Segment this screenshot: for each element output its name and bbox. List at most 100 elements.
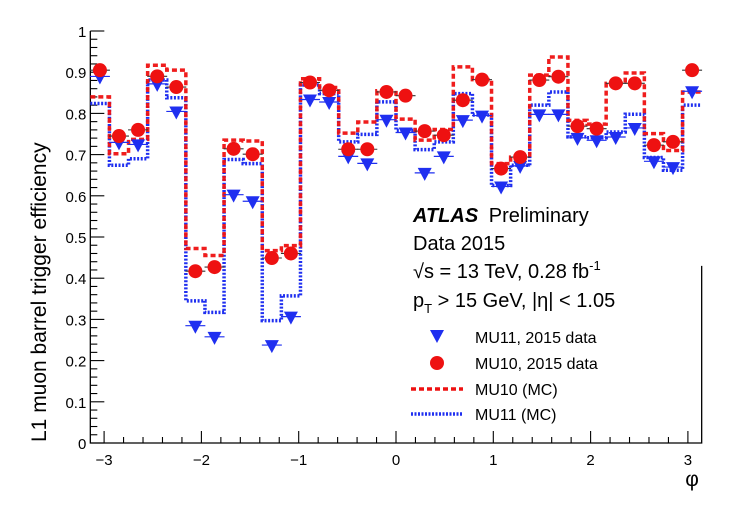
x-tick-label: 0 [392, 452, 400, 469]
mu11-data-point [608, 132, 623, 146]
mu11-data-point [302, 94, 317, 108]
mu10-data-point [341, 142, 356, 157]
mu11-data-point [532, 109, 547, 123]
mu10-data-point [608, 76, 623, 91]
mu11-data-point [417, 167, 432, 181]
mu11-data-point [188, 320, 203, 334]
legend-label-mu10-mc: MU10 (MC) [475, 382, 558, 399]
cut-text: > 15 GeV, |η| < 1.05 [432, 290, 615, 312]
mu10-data-point [398, 88, 413, 103]
mc-histograms [90, 55, 702, 323]
y-tick-label: 0.9 [65, 65, 86, 82]
y-tick-label: 0.1 [65, 395, 86, 412]
y-axis-title: L1 muon barrel trigger efficiency [28, 142, 51, 442]
mu10-data-point [283, 246, 298, 261]
svg-text:ATLAS Preliminary: ATLAS Preliminary [412, 205, 589, 227]
mu11-data-point [245, 196, 260, 210]
mu10-data-point [646, 138, 661, 153]
mu10-data-point [302, 75, 317, 90]
mu11-data-point [264, 340, 279, 354]
mu11-data-point [666, 162, 681, 176]
mu10-data-point [188, 264, 203, 279]
mu10-data-point [264, 251, 279, 266]
x-axis-title: φ [685, 468, 699, 491]
mu10-data-point [245, 147, 260, 162]
y-tick-label: 0.6 [65, 189, 86, 206]
mu11-data-point [436, 151, 451, 165]
x-tick-label: −1 [290, 452, 307, 469]
experiment-label: ATLAS [412, 205, 479, 227]
mu10-data-point [322, 83, 337, 98]
pt-subscript: T [424, 301, 432, 316]
mu10-data-point [207, 260, 222, 275]
mu11-data-point [379, 114, 394, 128]
mu10-data-point [417, 124, 432, 139]
mu10-data-point [111, 129, 126, 144]
mu11-data-point [283, 311, 298, 325]
mu11-data-point [360, 158, 375, 172]
y-tick-label: 0.5 [65, 230, 86, 247]
dataset-label: Data 2015 [413, 233, 505, 255]
mu10-data-point [92, 63, 107, 78]
y-tick-label: 0.4 [65, 271, 86, 288]
x-tick-label: 3 [684, 452, 692, 469]
mu10-data-point [226, 141, 241, 156]
mu11-mc-histogram [90, 78, 702, 323]
mu10-data-point [360, 142, 375, 157]
legend-marker-circle [430, 356, 444, 370]
mu10-data-point [589, 121, 604, 136]
energy-lumi-text: √s = 13 TeV, 0.28 fb [413, 261, 589, 283]
mu10-data-point [455, 93, 470, 108]
mu10-data-point [379, 84, 394, 99]
y-tick-label: 0.8 [65, 106, 86, 123]
mu11-data-point [589, 135, 604, 149]
mu11-data-point [455, 115, 470, 129]
legend-label-mu10-data: MU10, 2015 data [475, 356, 598, 373]
mu10-data-point [150, 69, 165, 84]
mu11-data-point [627, 122, 642, 136]
mu11-data-point [570, 132, 585, 146]
status-label: Preliminary [489, 205, 589, 227]
mu11-data-point [513, 160, 528, 174]
mu11-data-point [494, 181, 509, 195]
mu10-data-point [532, 73, 547, 88]
x-tick-label: 2 [586, 452, 594, 469]
y-tick-label: 0.2 [65, 354, 86, 371]
legend-label-mu11-data: MU11, 2015 data [475, 330, 597, 347]
legend: MU11, 2015 data MU10, 2015 data MU10 (MC… [411, 330, 598, 424]
mu11-data-point [207, 331, 222, 345]
y-tick-label: 0.3 [65, 312, 86, 329]
atlas-label: ATLAS Preliminary Data 2015 √s = 13 TeV,… [412, 205, 615, 316]
legend-marker-triangle [430, 330, 444, 343]
mu10-data-point [570, 119, 585, 134]
mu10-data-point [494, 161, 509, 176]
y-axis: 0 0.1 0.2 0.3 0.4 0.5 0.6 0.7 0.8 0.9 1 [65, 24, 105, 453]
data-points [89, 63, 703, 354]
pt-symbol: p [413, 290, 424, 312]
mu11-data-point [398, 127, 413, 141]
mu10-data-point [131, 122, 146, 137]
y-tick-label: 0 [78, 436, 86, 453]
y-tick-label: 0.7 [65, 148, 86, 165]
mu10-data-point [551, 69, 566, 84]
legend-label-mu11-mc: MU11 (MC) [475, 407, 556, 424]
mu11-data-point [131, 139, 146, 153]
x-tick-label: −3 [96, 452, 113, 469]
mu10-data-point [685, 63, 700, 78]
mu11-data-point [646, 156, 661, 170]
mu11-data-point [322, 96, 337, 110]
lumi-exponent: -1 [589, 258, 601, 273]
mu11-data-point [226, 189, 241, 203]
mu11-data-point [551, 109, 566, 123]
mu11-data-point [169, 106, 184, 120]
mu11-data-point [685, 86, 700, 100]
x-axis: −3 −2 −1 0 1 2 3 [96, 431, 692, 469]
energy-lumi-label: √s = 13 TeV, 0.28 fb-1 [413, 258, 601, 283]
mu10-data-point [627, 76, 642, 91]
mu10-data-point [475, 72, 490, 87]
mu10-data-point [436, 128, 451, 143]
mu10-data-point [666, 134, 681, 149]
mu11-data-point [475, 110, 490, 124]
y-tick-label: 1 [78, 24, 86, 41]
